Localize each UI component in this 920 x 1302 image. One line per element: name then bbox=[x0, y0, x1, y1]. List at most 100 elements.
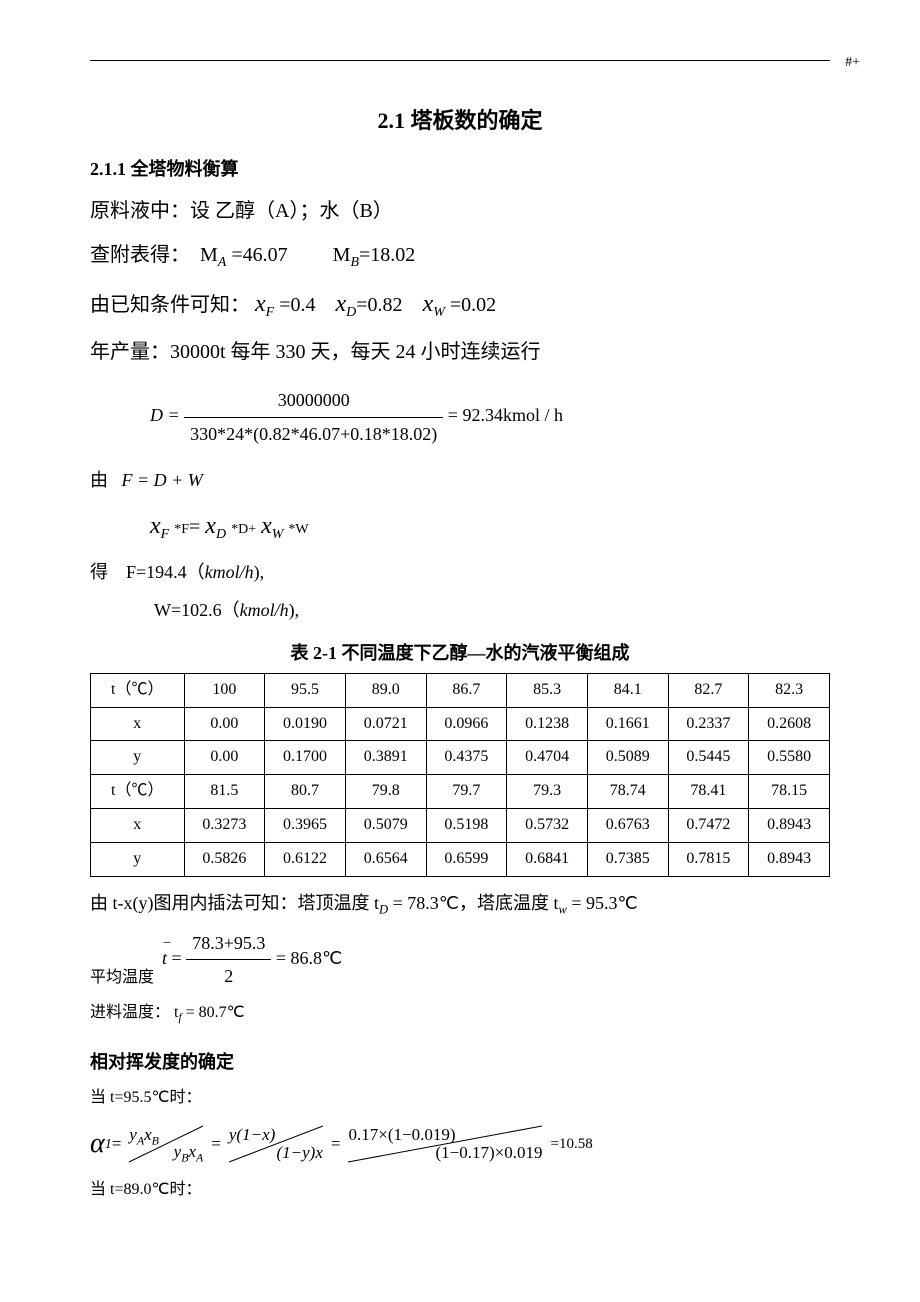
w-result-line: W=102.6（kmol/h), bbox=[90, 594, 830, 626]
f-result: F=194.4（kmol/h), bbox=[126, 562, 264, 582]
d-equation: D = 30000000 330*24*(0.82*46.07+0.18*18.… bbox=[90, 384, 830, 450]
table-cell: 0.5089 bbox=[587, 741, 668, 775]
table-cell: 85.3 bbox=[507, 673, 588, 707]
d-denominator: 330*24*(0.82*46.07+0.18*18.02) bbox=[184, 418, 443, 450]
table-cell: 0.7815 bbox=[668, 842, 749, 876]
table-cell: 0.8943 bbox=[749, 842, 830, 876]
alpha-equation: α1 = yAxB yBxA = y(1−x) (1−y)x = 0.17×(1… bbox=[90, 1119, 830, 1169]
table-cell: 95.5 bbox=[265, 673, 346, 707]
table-row: x0.32730.39650.50790.51980.57320.67630.7… bbox=[91, 809, 830, 843]
table-row: x0.000.01900.07210.09660.12380.16610.233… bbox=[91, 707, 830, 741]
table-cell: 0.0190 bbox=[265, 707, 346, 741]
table-cell: 78.15 bbox=[749, 775, 830, 809]
table-row: y0.58260.61220.65640.65990.68410.73850.7… bbox=[91, 842, 830, 876]
table-cell: 0.5732 bbox=[507, 809, 588, 843]
d-result: = 92.34kmol / h bbox=[448, 405, 563, 425]
known-prefix: 由已知条件可知： bbox=[90, 294, 250, 316]
row-label: x bbox=[91, 809, 185, 843]
rel-vol-title: 相对挥发度的确定 bbox=[90, 1046, 830, 1078]
header-rule bbox=[90, 60, 830, 61]
xf-val: =0.4 bbox=[279, 294, 315, 316]
table-cell: 0.1238 bbox=[507, 707, 588, 741]
section-title: 2.1 塔板数的确定 bbox=[90, 101, 830, 141]
table-cell: 0.2337 bbox=[668, 707, 749, 741]
table-cell: 0.6564 bbox=[345, 842, 426, 876]
table-cell: 79.7 bbox=[426, 775, 507, 809]
row-label: t（℃） bbox=[91, 775, 185, 809]
table-cell: 0.4375 bbox=[426, 741, 507, 775]
mb-label: M bbox=[333, 244, 351, 266]
page-marker: #+ bbox=[845, 50, 860, 75]
ma-val: =46.07 bbox=[226, 244, 287, 266]
table-cell: 82.7 bbox=[668, 673, 749, 707]
table-cell: 0.4704 bbox=[507, 741, 588, 775]
mb-val: =18.02 bbox=[359, 244, 415, 266]
avg-temp-line: 平均温度 ‾t = 78.3+95.3 2 = 86.8℃ bbox=[90, 927, 830, 993]
table-cell: 0.00 bbox=[184, 741, 265, 775]
row-label: x bbox=[91, 707, 185, 741]
table-row: y0.000.17000.38910.43750.47040.50890.544… bbox=[91, 741, 830, 775]
table-cell: 0.2608 bbox=[749, 707, 830, 741]
table-cell: 79.3 bbox=[507, 775, 588, 809]
table-cell: 0.5198 bbox=[426, 809, 507, 843]
d-numerator: 30000000 bbox=[184, 384, 443, 417]
subsection-title: 2.1.1 全塔物料衡算 bbox=[90, 153, 830, 185]
table-row: t（℃）81.580.779.879.779.378.7478.4178.15 bbox=[91, 775, 830, 809]
fdw-prefix: 由 bbox=[90, 470, 108, 490]
table-cell: 78.74 bbox=[587, 775, 668, 809]
get-label: 得 bbox=[90, 562, 108, 582]
table-row: t（℃）10095.589.086.785.384.182.782.3 bbox=[91, 673, 830, 707]
table-cell: 0.7385 bbox=[587, 842, 668, 876]
avg-label: 平均温度 bbox=[90, 964, 154, 993]
when-955: 当 t=95.5℃时： bbox=[90, 1084, 830, 1113]
table-cell: 80.7 bbox=[265, 775, 346, 809]
f-result-line: 得 F=194.4（kmol/h), bbox=[90, 556, 830, 588]
table-cell: 0.5826 bbox=[184, 842, 265, 876]
equilibrium-table: t（℃）10095.589.086.785.384.182.782.3x0.00… bbox=[90, 673, 830, 877]
table-cell: 0.7472 bbox=[668, 809, 749, 843]
ma-label: M bbox=[200, 244, 218, 266]
row-label: y bbox=[91, 741, 185, 775]
table-cell: 0.6122 bbox=[265, 842, 346, 876]
lookup-line: 查附表得： MA =46.07 MB=18.02 bbox=[90, 237, 830, 275]
fdw-eq: F = D + W bbox=[122, 470, 203, 490]
when-890: 当 t=89.0℃时： bbox=[90, 1176, 830, 1205]
table-cell: 89.0 bbox=[345, 673, 426, 707]
table-cell: 0.5445 bbox=[668, 741, 749, 775]
lookup-prefix: 查附表得： bbox=[90, 244, 190, 266]
feed-temp-line: 进料温度： tf = 80.7℃ bbox=[90, 999, 830, 1028]
table-cell: 82.3 bbox=[749, 673, 830, 707]
xd-val: =0.82 bbox=[356, 294, 402, 316]
table-cell: 0.6763 bbox=[587, 809, 668, 843]
table-cell: 100 bbox=[184, 673, 265, 707]
table-cell: 0.8943 bbox=[749, 809, 830, 843]
xf-balance-eq: xF *F= xD *D+ xW *W bbox=[90, 505, 830, 548]
table-cell: 0.1661 bbox=[587, 707, 668, 741]
fdw-line: 由 F = D + W bbox=[90, 464, 830, 496]
xw-val: =0.02 bbox=[450, 294, 496, 316]
row-label: t（℃） bbox=[91, 673, 185, 707]
interpolation-line: 由 t-x(y)图用内插法可知：塔顶温度 tD = 78.3℃，塔底温度 tw … bbox=[90, 887, 830, 921]
table-cell: 0.5580 bbox=[749, 741, 830, 775]
annual-output-line: 年产量：30000t 每年 330 天，每天 24 小时连续运行 bbox=[90, 334, 830, 370]
raw-material-line: 原料液中：设 乙醇（A）；水（B） bbox=[90, 193, 830, 229]
table-caption: 表 2-1 不同温度下乙醇—水的汽液平衡组成 bbox=[90, 637, 830, 669]
row-label: y bbox=[91, 842, 185, 876]
table-cell: 0.1700 bbox=[265, 741, 346, 775]
table-cell: 0.5079 bbox=[345, 809, 426, 843]
table-cell: 86.7 bbox=[426, 673, 507, 707]
table-cell: 0.6599 bbox=[426, 842, 507, 876]
table-cell: 0.3891 bbox=[345, 741, 426, 775]
table-cell: 0.3273 bbox=[184, 809, 265, 843]
mb-sub: B bbox=[350, 255, 359, 270]
table-cell: 0.00 bbox=[184, 707, 265, 741]
table-cell: 0.6841 bbox=[507, 842, 588, 876]
table-cell: 78.41 bbox=[668, 775, 749, 809]
known-conditions-line: 由已知条件可知： xF =0.4 xD=0.82 xW =0.02 bbox=[90, 283, 830, 326]
table-cell: 0.0966 bbox=[426, 707, 507, 741]
table-cell: 81.5 bbox=[184, 775, 265, 809]
table-cell: 0.0721 bbox=[345, 707, 426, 741]
table-cell: 79.8 bbox=[345, 775, 426, 809]
table-cell: 0.3965 bbox=[265, 809, 346, 843]
table-cell: 84.1 bbox=[587, 673, 668, 707]
